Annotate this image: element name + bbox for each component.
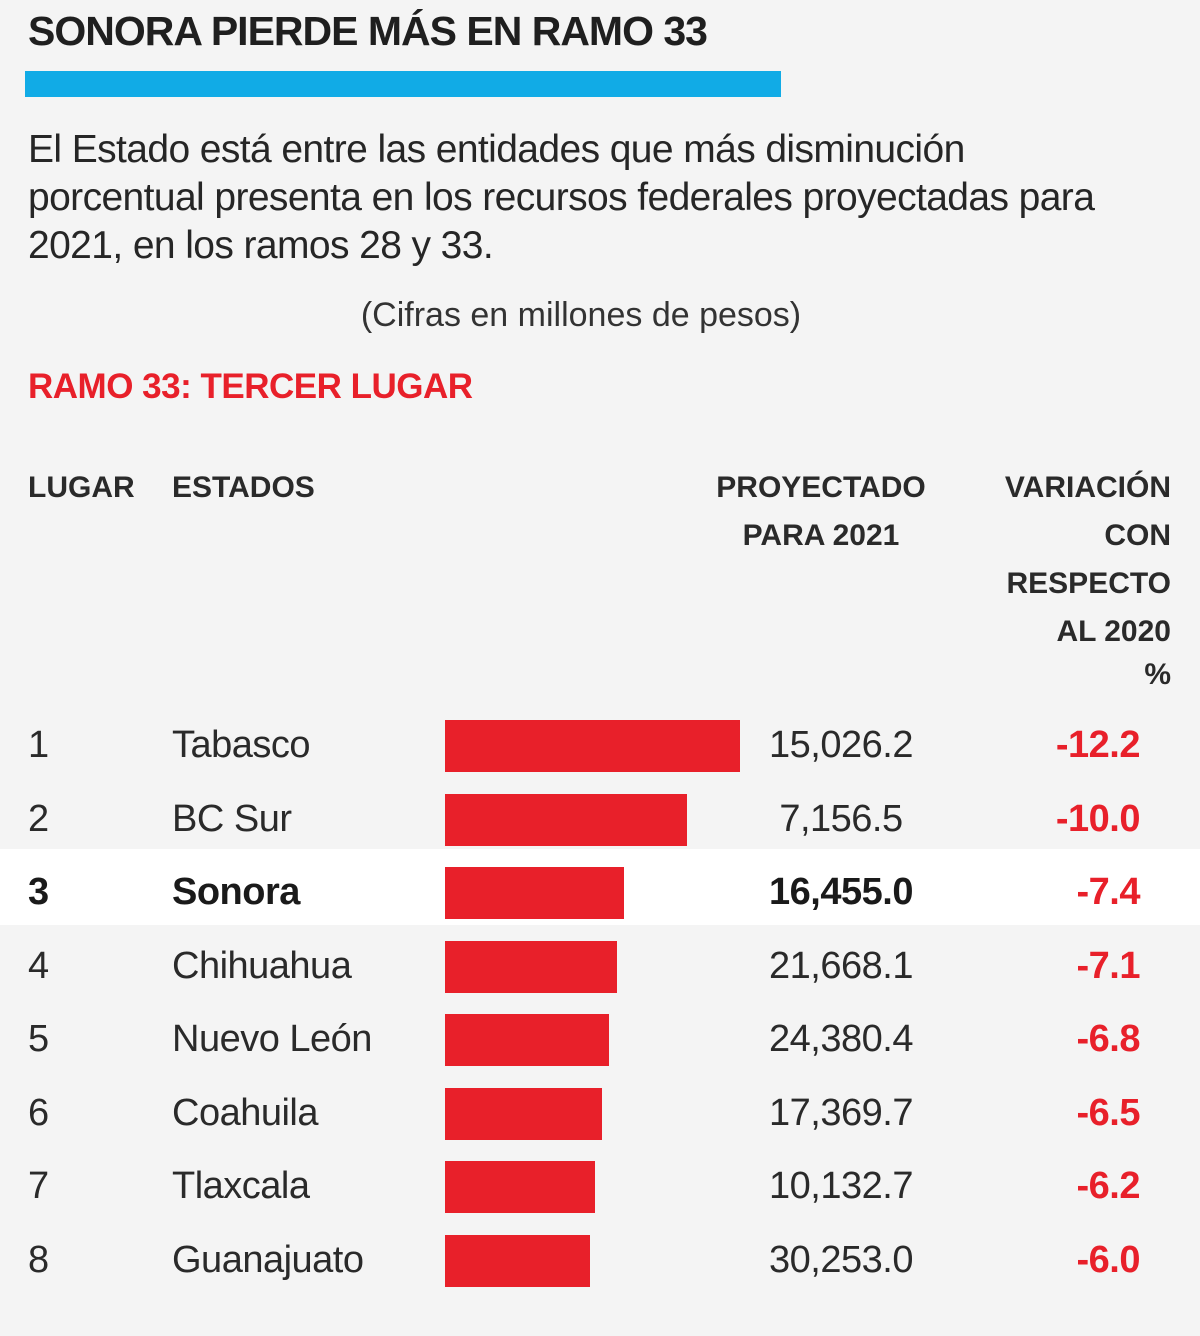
units-note: (Cifras en millones de pesos) [360,296,802,334]
state-label: Chihuahua [172,944,352,987]
rank-label: 4 [28,944,49,987]
projected-value: 10,132.7 [769,1165,913,1207]
variation-value: -7.4 [1076,871,1141,913]
state-label: Coahuila [172,1091,319,1134]
state-label: Guanajuato [172,1238,364,1281]
projected-value: 21,668.1 [769,944,913,987]
bar [445,1234,591,1287]
state-label: Tlaxcala [172,1165,310,1207]
variation-value: -12.2 [1055,724,1141,766]
chart-title: SONORA PIERDE MÁS EN RAMO 33 [28,8,708,54]
bar [445,867,624,919]
chart-subtitle: El Estado está entre las entidades que m… [28,128,1095,267]
variation-value: -10.0 [1055,797,1141,840]
rank-label: 6 [28,1091,49,1134]
column-header-variation: VARIACIÓN CON RESPECTO AL 2020 [1004,471,1171,648]
state-label: Sonora [172,871,300,913]
rank-label: 2 [28,797,49,840]
bar [445,1014,610,1066]
projected-value: 15,026.2 [769,724,913,766]
rank-label: 5 [28,1018,49,1060]
variation-value: -6.0 [1076,1238,1141,1281]
section-heading: RAMO 33: TERCER LUGAR [28,367,473,406]
rank-label: 7 [28,1165,49,1207]
state-label: Nuevo León [172,1018,372,1060]
projected-value: 16,455.0 [769,871,913,913]
variation-value: -6.8 [1076,1018,1141,1060]
bar [445,940,617,993]
rank-label: 8 [28,1238,49,1281]
column-header-state: ESTADOS [172,471,315,504]
bar [445,720,740,772]
bar [445,1161,595,1213]
state-label: BC Sur [172,797,292,840]
rank-label: 3 [28,871,49,913]
projected-value: 30,253.0 [769,1238,913,1281]
bar [445,1087,603,1140]
rank-label: 1 [28,724,49,766]
projected-value: 17,369.7 [769,1091,913,1134]
bar [445,793,687,846]
projected-value: 24,380.4 [769,1018,913,1060]
state-label: Tabasco [172,724,311,766]
variation-value: -7.1 [1076,944,1141,987]
column-header-projected: PROYECTADO PARA 2021 [716,471,926,552]
projected-value: 7,156.5 [779,797,903,840]
column-header-unit: % [1144,658,1171,691]
title-accent-rule [25,71,781,97]
column-header-rank: LUGAR [28,471,135,504]
variation-value: -6.5 [1076,1091,1141,1134]
variation-value: -6.2 [1076,1165,1141,1207]
